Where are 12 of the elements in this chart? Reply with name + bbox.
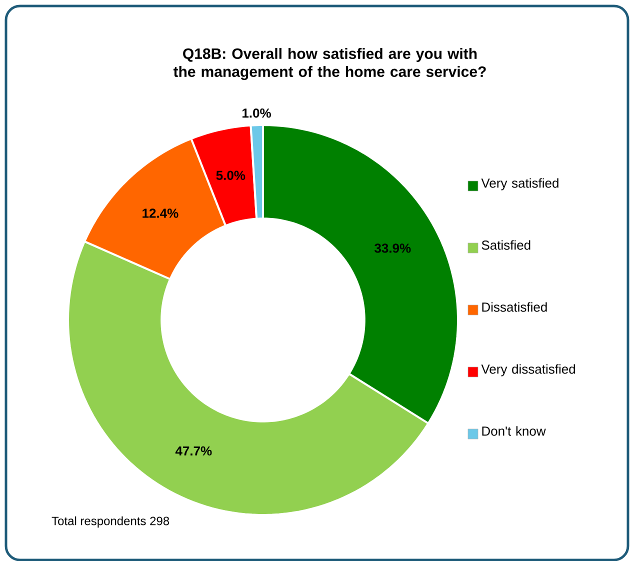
data-label: 33.9%	[374, 243, 411, 253]
chart-title: Q18B: Overall how satisfied are you with the management of the home care service?	[173, 48, 486, 80]
data-label: 47.7%	[175, 446, 212, 456]
legend-label: Don't know	[482, 426, 546, 436]
data-label: 5.0%	[216, 170, 246, 180]
legend-label: Very dissatisfied	[481, 364, 576, 376]
text: Total respondents 298	[52, 516, 170, 528]
data-label: 1.0%	[242, 108, 271, 118]
legend-label: Satisfied	[482, 240, 530, 250]
legend-label: Very satisfied	[481, 178, 558, 190]
legend-label: Dissatisfied	[482, 302, 547, 312]
data-label: 12.4%	[142, 208, 178, 218]
